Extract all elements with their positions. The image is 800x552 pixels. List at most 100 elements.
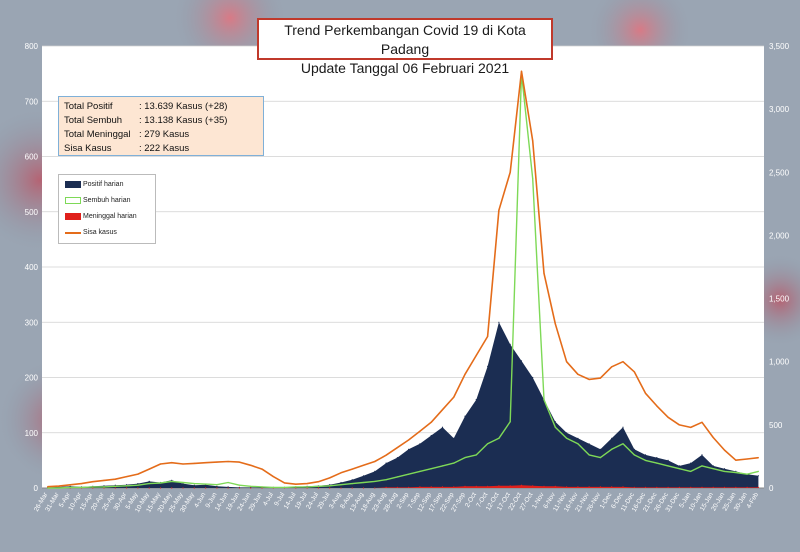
data-point [205, 487, 207, 489]
data-point [126, 484, 128, 486]
data-point [419, 443, 421, 445]
data-point [622, 486, 624, 488]
legend-swatch [65, 231, 81, 234]
summary-row-meninggal: Total Meninggal : 279 Kasus [64, 128, 263, 142]
data-point [103, 487, 105, 489]
legend-label: Sembuh harian [83, 197, 131, 204]
data-point [193, 483, 195, 485]
data-point [656, 486, 658, 488]
data-point [532, 178, 534, 180]
y-axis-left: 0 100 200 300 400 500 600 700 800 [25, 42, 39, 493]
data-point [47, 486, 49, 488]
chart-legend: Positif harian Sembuh harian Meninggal h… [58, 174, 156, 244]
data-point [520, 360, 523, 362]
data-point [599, 377, 602, 379]
legend-label: Positif harian [83, 181, 124, 188]
data-point [351, 468, 353, 470]
data-point [126, 485, 128, 487]
data-point [723, 486, 726, 488]
data-point [306, 483, 308, 485]
x-tick-label: 4-Feb [746, 491, 761, 510]
data-point [306, 486, 308, 488]
data-point [723, 470, 726, 472]
data-point [509, 171, 511, 173]
data-point [216, 461, 218, 463]
data-point [520, 70, 523, 72]
data-point [385, 486, 387, 488]
data-point [746, 486, 748, 488]
data-point [419, 486, 421, 488]
data-point [148, 483, 150, 485]
data-point [498, 209, 500, 211]
data-point [757, 457, 760, 459]
data-point [317, 481, 319, 483]
series-meninggal-harian [47, 484, 760, 489]
data-point [408, 439, 410, 441]
data-point [272, 476, 274, 478]
data-point [735, 486, 737, 488]
data-point [554, 485, 556, 487]
data-point [498, 437, 500, 439]
data-point [599, 448, 602, 450]
data-point [520, 484, 523, 486]
y-left-tick-label: 200 [25, 374, 39, 383]
data-point [701, 465, 703, 467]
data-point [464, 485, 466, 487]
data-point [137, 487, 139, 489]
legend-swatch [65, 181, 81, 188]
data-point [498, 485, 500, 487]
data-point [283, 482, 286, 484]
data-point [351, 487, 353, 489]
data-point [611, 486, 613, 488]
data-point [633, 448, 635, 450]
x-axis: 26-Mar31-Mar5-Apr10-Apr15-Apr20-Apr25-Ap… [33, 487, 764, 514]
data-point [701, 421, 703, 423]
data-point [126, 487, 128, 489]
data-point [487, 485, 489, 487]
data-point [532, 376, 534, 379]
data-point [577, 443, 579, 445]
data-point [58, 485, 60, 487]
data-point [532, 140, 534, 142]
data-point [92, 487, 94, 489]
data-point [690, 486, 692, 488]
data-point [80, 483, 83, 485]
data-point [374, 470, 376, 472]
data-point [622, 443, 624, 445]
data-point [250, 485, 252, 487]
data-point [611, 437, 613, 439]
y-right-tick-label: 0 [769, 484, 774, 493]
data-point [566, 432, 568, 434]
data-point [633, 454, 635, 456]
data-point [295, 487, 297, 489]
data-point [543, 272, 545, 274]
data-point [690, 462, 692, 464]
data-point [656, 405, 658, 407]
data-point [475, 485, 477, 487]
data-point [92, 481, 94, 483]
data-point [543, 485, 545, 487]
data-point [599, 486, 602, 488]
data-point [362, 464, 365, 466]
series-line [47, 72, 759, 489]
data-point [757, 475, 760, 477]
data-point [171, 480, 173, 482]
data-point [182, 483, 184, 485]
data-point [644, 486, 647, 488]
data-point [238, 484, 240, 486]
data-point [80, 486, 83, 488]
data-point [205, 483, 207, 485]
legend-item-sembuh: Sembuh harian [65, 197, 130, 204]
data-point [577, 373, 579, 375]
summary-value: : 13.639 Kasus (+28) [139, 101, 228, 112]
y-right-tick-label: 500 [769, 421, 783, 430]
y-right-tick-label: 2,500 [769, 168, 790, 177]
summary-value: : 13.138 Kasus (+35) [139, 115, 228, 126]
data-point [554, 421, 556, 423]
data-point [678, 424, 681, 426]
data-point [441, 465, 444, 467]
legend-swatch [65, 197, 81, 204]
data-point [182, 463, 184, 465]
data-point [464, 415, 466, 417]
data-point [644, 454, 647, 456]
